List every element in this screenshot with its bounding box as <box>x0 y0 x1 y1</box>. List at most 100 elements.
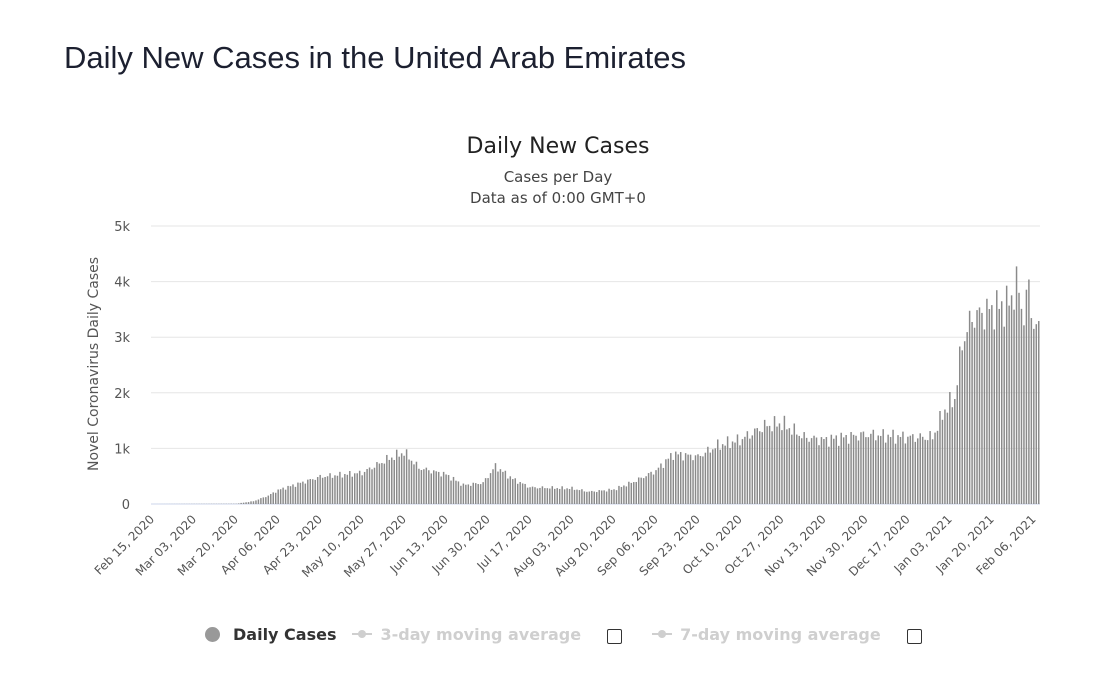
bar[interactable] <box>921 436 924 504</box>
bar[interactable] <box>993 329 996 504</box>
bar[interactable] <box>842 437 845 504</box>
bar[interactable] <box>595 492 598 504</box>
bar[interactable] <box>376 462 378 504</box>
bar[interactable] <box>556 488 558 504</box>
bar[interactable] <box>1035 324 1038 504</box>
bar[interactable] <box>934 432 936 504</box>
bar[interactable] <box>763 419 766 504</box>
bar[interactable] <box>1020 308 1023 504</box>
bar[interactable] <box>344 474 346 504</box>
bar[interactable] <box>796 434 798 504</box>
bar[interactable] <box>489 473 492 504</box>
bar[interactable] <box>818 445 820 504</box>
bar[interactable] <box>247 502 250 504</box>
bar[interactable] <box>988 309 991 504</box>
legend-item-3-day-average[interactable]: 3-day moving average <box>352 625 636 644</box>
bar[interactable] <box>655 470 657 504</box>
bar[interactable] <box>531 486 534 504</box>
bar[interactable] <box>272 492 274 504</box>
bar[interactable] <box>623 485 625 504</box>
bar[interactable] <box>339 471 341 504</box>
bar[interactable] <box>1000 301 1003 504</box>
bar[interactable] <box>316 477 319 504</box>
bar[interactable] <box>707 446 709 504</box>
bar[interactable] <box>719 449 721 504</box>
bar[interactable] <box>704 452 707 504</box>
bar[interactable] <box>477 484 479 504</box>
bar[interactable] <box>514 478 516 504</box>
bar[interactable] <box>657 467 660 504</box>
bar[interactable] <box>966 332 968 504</box>
bar[interactable] <box>353 473 356 504</box>
bar[interactable] <box>603 490 605 504</box>
bar[interactable] <box>823 439 825 504</box>
bar[interactable] <box>884 442 887 504</box>
bar[interactable] <box>996 290 998 504</box>
bar[interactable] <box>356 473 358 504</box>
bar[interactable] <box>334 475 336 504</box>
bar[interactable] <box>294 486 297 504</box>
bar[interactable] <box>346 474 349 504</box>
bar[interactable] <box>909 435 912 504</box>
bar[interactable] <box>860 432 862 504</box>
bar[interactable] <box>729 448 731 504</box>
bar[interactable] <box>813 435 815 504</box>
bar[interactable] <box>652 474 655 504</box>
bar[interactable] <box>665 459 667 504</box>
bar[interactable] <box>630 482 633 504</box>
bar[interactable] <box>442 471 445 504</box>
bar[interactable] <box>591 490 593 504</box>
bar[interactable] <box>472 482 474 504</box>
bar[interactable] <box>304 483 307 504</box>
bar[interactable] <box>1018 292 1020 504</box>
bar[interactable] <box>647 473 650 504</box>
bar[interactable] <box>981 312 983 504</box>
bar[interactable] <box>650 471 652 504</box>
legend-item-7-day-average[interactable]: 7-day moving average <box>652 625 936 644</box>
bar[interactable] <box>766 426 768 504</box>
checkbox-3-day-average[interactable] <box>607 628 623 644</box>
bar[interactable] <box>788 428 791 504</box>
bar[interactable] <box>282 487 284 504</box>
bar[interactable] <box>610 489 613 504</box>
bar[interactable] <box>326 476 329 504</box>
bar[interactable] <box>939 410 941 504</box>
bar[interactable] <box>820 437 823 504</box>
bar[interactable] <box>954 399 956 504</box>
bar[interactable] <box>882 429 884 504</box>
bar[interactable] <box>640 477 642 504</box>
bar[interactable] <box>1003 326 1005 504</box>
bar[interactable] <box>761 432 763 504</box>
bar[interactable] <box>1015 266 1018 504</box>
bar[interactable] <box>667 458 670 504</box>
bar[interactable] <box>292 484 294 504</box>
bar[interactable] <box>563 489 566 504</box>
bar[interactable] <box>944 409 946 505</box>
bar[interactable] <box>554 488 556 504</box>
bar[interactable] <box>324 477 326 504</box>
bar[interactable] <box>825 437 828 504</box>
bar[interactable] <box>425 467 428 504</box>
bar[interactable] <box>573 489 576 504</box>
bar[interactable] <box>904 443 907 504</box>
bar[interactable] <box>437 471 440 504</box>
bar[interactable] <box>479 484 482 504</box>
bar[interactable] <box>250 501 252 504</box>
bar[interactable] <box>670 453 672 504</box>
bar[interactable] <box>383 463 386 504</box>
bar[interactable] <box>430 473 433 504</box>
bar[interactable] <box>857 440 860 504</box>
bar[interactable] <box>689 454 692 504</box>
bar[interactable] <box>435 471 437 504</box>
bar[interactable] <box>566 488 568 504</box>
bar[interactable] <box>541 486 544 504</box>
bar[interactable] <box>371 469 373 504</box>
bar[interactable] <box>628 481 630 504</box>
bar[interactable] <box>420 470 423 504</box>
bar[interactable] <box>267 495 270 504</box>
bar[interactable] <box>633 482 635 504</box>
bar[interactable] <box>867 437 870 504</box>
bar[interactable] <box>736 434 739 504</box>
bar[interactable] <box>309 479 312 504</box>
bar[interactable] <box>312 479 314 504</box>
